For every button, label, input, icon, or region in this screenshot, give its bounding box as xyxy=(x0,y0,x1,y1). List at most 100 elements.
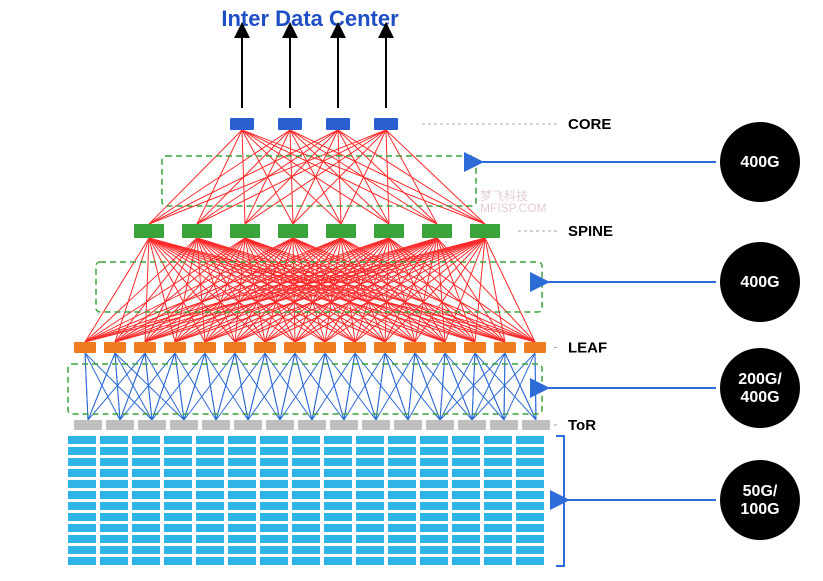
server-cell xyxy=(228,447,256,455)
server-cell xyxy=(196,513,224,521)
speed-badge-text-3-0: 50G/ xyxy=(743,483,778,500)
leaf-node xyxy=(344,342,366,353)
server-cell xyxy=(388,513,416,521)
speed-badge-text-3-1: 100G xyxy=(740,501,779,518)
server-cell xyxy=(228,535,256,543)
tier-spine xyxy=(134,224,558,238)
server-cell xyxy=(132,502,160,510)
watermark-sub: MFISP.COM xyxy=(480,201,546,215)
server-cell xyxy=(388,480,416,488)
server-cell xyxy=(164,491,192,499)
server-cell xyxy=(356,502,384,510)
server-cell xyxy=(260,469,288,477)
server-cell xyxy=(356,469,384,477)
server-cell xyxy=(420,513,448,521)
server-cell xyxy=(516,557,544,565)
server-cell xyxy=(388,557,416,565)
server-cell xyxy=(388,491,416,499)
tor-node xyxy=(106,420,134,430)
tor-node xyxy=(138,420,166,430)
tor-node xyxy=(266,420,294,430)
server-cell xyxy=(452,546,480,554)
core-node xyxy=(326,118,350,130)
leaf-node xyxy=(164,342,186,353)
tor-node xyxy=(170,420,198,430)
server-cell xyxy=(132,535,160,543)
tor-node xyxy=(74,420,102,430)
server-cell xyxy=(388,535,416,543)
link-core-spine xyxy=(149,130,485,224)
server-cell xyxy=(260,480,288,488)
server-cell xyxy=(164,524,192,532)
server-cell xyxy=(196,480,224,488)
tor-node xyxy=(394,420,422,430)
server-cell xyxy=(68,502,96,510)
speed-badge-2 xyxy=(720,348,800,428)
server-cell xyxy=(100,447,128,455)
server-cell xyxy=(100,458,128,466)
tor-node xyxy=(202,420,230,430)
fabric-bracket xyxy=(556,436,564,566)
server-cell xyxy=(388,436,416,444)
server-cell xyxy=(420,469,448,477)
tor-node xyxy=(458,420,486,430)
server-cell xyxy=(324,436,352,444)
server-cell xyxy=(164,436,192,444)
server-cell xyxy=(68,458,96,466)
spine-node xyxy=(278,224,308,238)
server-cell xyxy=(292,513,320,521)
server-cell xyxy=(292,458,320,466)
tor-node xyxy=(330,420,358,430)
tier-core xyxy=(230,118,558,130)
server-cell xyxy=(68,491,96,499)
server-cell xyxy=(100,469,128,477)
tier-label-leaf: LEAF xyxy=(568,340,607,357)
server-cell xyxy=(164,447,192,455)
server-cell xyxy=(260,458,288,466)
server-cell xyxy=(452,436,480,444)
server-cell xyxy=(100,491,128,499)
tor-node xyxy=(362,420,390,430)
server-fabric xyxy=(68,436,544,565)
server-cell xyxy=(132,491,160,499)
server-cell xyxy=(356,480,384,488)
server-cell xyxy=(196,524,224,532)
server-cell xyxy=(388,502,416,510)
server-cell xyxy=(452,491,480,499)
tor-node xyxy=(426,420,454,430)
server-cell xyxy=(164,458,192,466)
server-cell xyxy=(484,535,512,543)
server-cell xyxy=(388,458,416,466)
server-cell xyxy=(420,491,448,499)
server-cell xyxy=(324,469,352,477)
leaf-node xyxy=(74,342,96,353)
server-cell xyxy=(132,513,160,521)
server-cell xyxy=(484,513,512,521)
server-cell xyxy=(260,546,288,554)
server-cell xyxy=(516,480,544,488)
server-cell xyxy=(228,557,256,565)
leaf-node xyxy=(464,342,486,353)
leaf-node xyxy=(434,342,456,353)
speed-badge-text-1-0: 400G xyxy=(740,274,779,291)
server-cell xyxy=(452,535,480,543)
server-cell xyxy=(324,557,352,565)
tier-label-core: CORE xyxy=(568,116,611,133)
server-cell xyxy=(292,480,320,488)
server-cell xyxy=(420,447,448,455)
server-cell xyxy=(132,436,160,444)
server-cell xyxy=(452,458,480,466)
speed-badge-3 xyxy=(720,460,800,540)
server-cell xyxy=(292,535,320,543)
server-cell xyxy=(260,447,288,455)
server-cell xyxy=(516,535,544,543)
server-cell xyxy=(420,458,448,466)
server-cell xyxy=(228,436,256,444)
speed-badge-text-2-1: 400G xyxy=(740,389,779,406)
server-cell xyxy=(420,502,448,510)
server-cell xyxy=(164,546,192,554)
server-cell xyxy=(100,502,128,510)
tor-node xyxy=(234,420,262,430)
server-cell xyxy=(452,557,480,565)
server-cell xyxy=(132,546,160,554)
